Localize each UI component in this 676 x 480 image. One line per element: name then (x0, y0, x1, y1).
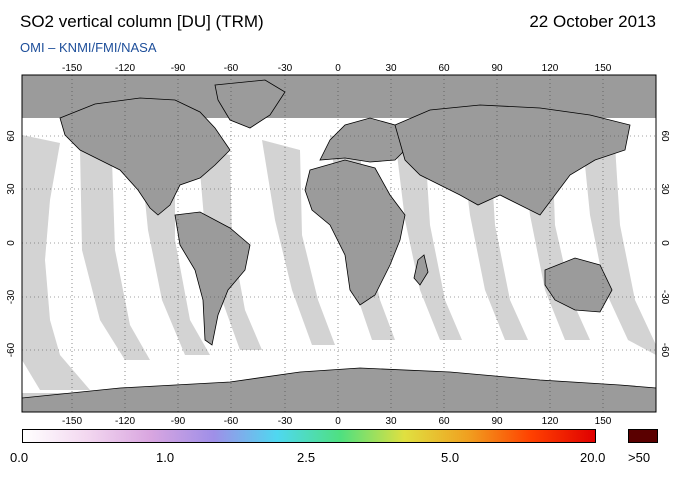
lat-tick-right: -60 (659, 343, 670, 358)
lat-tick-right: 0 (659, 240, 670, 246)
graticule (22, 75, 656, 412)
lon-tick-bottom: 60 (438, 416, 450, 427)
colorbar-label: 0.0 (10, 450, 29, 465)
lon-tick-bottom: -120 (115, 416, 135, 427)
lon-tick-top: -150 (62, 63, 82, 74)
lon-tick-top: -30 (278, 63, 293, 74)
lat-tick-left: -30 (6, 289, 17, 304)
lat-tick-right: 60 (659, 130, 670, 142)
lon-tick-top: 90 (491, 63, 503, 74)
landmasses (21, 79, 657, 413)
lat-tick-left: 60 (6, 130, 17, 142)
lat-ticks-left: 60 30 0 -30 -60 (6, 130, 17, 357)
colorbar-label: 5.0 (441, 450, 460, 465)
lat-ticks-right: 60 30 0 -30 -60 (659, 130, 670, 357)
lon-tick-top: -90 (171, 63, 186, 74)
lon-tick-top: 120 (542, 63, 559, 74)
lat-tick-right: 30 (659, 183, 670, 195)
colorbar-label: 1.0 (156, 450, 175, 465)
lon-tick-top: -60 (224, 63, 239, 74)
lat-tick-left: -60 (6, 342, 17, 357)
lon-tick-bottom: 150 (595, 416, 612, 427)
madagascar (413, 254, 429, 286)
lon-tick-top: 60 (438, 63, 450, 74)
lon-tick-top: 30 (385, 63, 397, 74)
north-america (59, 97, 231, 216)
colorbar-label: >50 (628, 450, 651, 465)
map-frame (21, 74, 657, 413)
lon-tick-top: -120 (115, 63, 135, 74)
colorbar-label: 2.5 (297, 450, 316, 465)
colorbar-overflow (628, 429, 658, 443)
lon-tick-top: 150 (595, 63, 612, 74)
map-title: SO2 vertical column [DU] (TRM) (20, 12, 264, 31)
lon-tick-bottom: -30 (278, 416, 293, 427)
lon-tick-top: 0 (335, 63, 341, 74)
colorbar-label: 20.0 (580, 450, 606, 465)
lon-tick-bottom: 120 (542, 416, 559, 427)
lon-tick-bottom: -150 (62, 416, 82, 427)
lat-tick-left: 30 (6, 183, 17, 195)
lon-tick-bottom: 30 (385, 416, 397, 427)
colorbar (22, 429, 596, 443)
lat-tick-left: 0 (6, 240, 17, 246)
lon-tick-bottom: 0 (335, 416, 341, 427)
south-america (174, 211, 251, 346)
lon-tick-bottom: 90 (491, 416, 503, 427)
lon-ticks: -150 -120 -90 -60 -30 0 30 60 90 120 150… (62, 63, 612, 427)
map-date: 22 October 2013 (529, 12, 656, 31)
lon-tick-bottom: -90 (171, 416, 186, 427)
data-credit: OMI – KNMI/FMI/NASA (20, 40, 157, 55)
lon-tick-bottom: -60 (224, 416, 239, 427)
africa (304, 159, 406, 306)
lat-tick-right: -30 (659, 290, 670, 305)
asia (394, 104, 631, 216)
australia (544, 257, 613, 313)
greenland (214, 79, 286, 129)
